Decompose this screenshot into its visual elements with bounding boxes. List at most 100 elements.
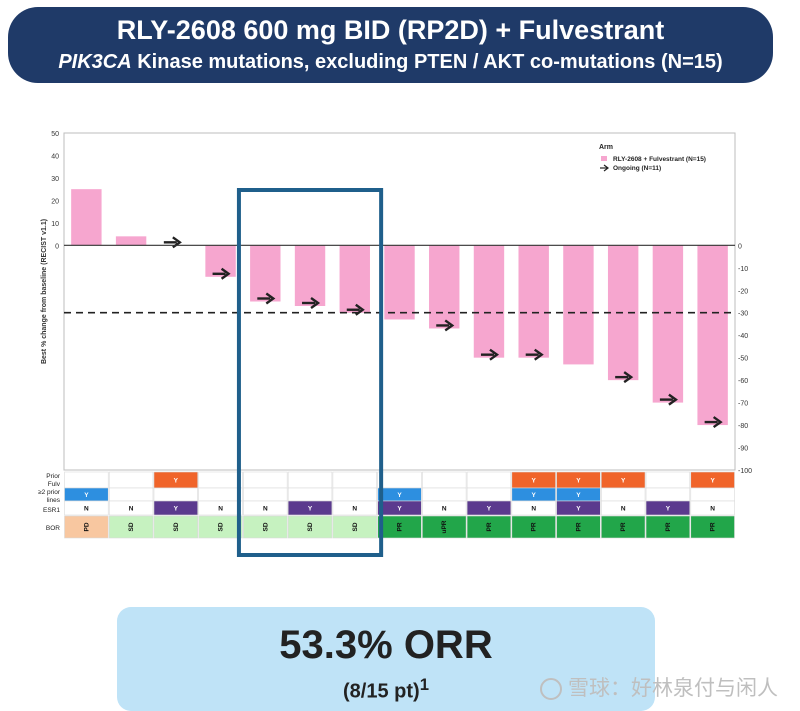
table-value: Y xyxy=(174,478,179,485)
table-value: N xyxy=(218,506,223,513)
legend-arrow-head xyxy=(603,164,609,172)
y-tick-label-left: 0 xyxy=(55,243,59,250)
legend-swatch-bar xyxy=(601,156,607,161)
bor-value: PR xyxy=(486,522,493,531)
bor-value: SD xyxy=(352,522,359,531)
bor-value: PR xyxy=(531,522,538,531)
bar xyxy=(294,245,326,306)
table-value: Y xyxy=(666,506,671,513)
table-value: Y xyxy=(397,492,402,499)
table-value: N xyxy=(621,506,626,513)
y-tick-label-right: -90 xyxy=(738,446,748,453)
table-row-label: BOR xyxy=(46,525,60,532)
orr-summary-box: 53.3% ORR (8/15 pt)1 xyxy=(117,607,655,711)
bor-value: PR xyxy=(397,522,404,531)
ongoing-arrow-head xyxy=(310,297,321,309)
y-tick-label-left: 30 xyxy=(51,176,59,183)
table-value: N xyxy=(129,506,134,513)
table-cell xyxy=(422,500,467,516)
legend-label: RLY-2608 + Fulvestrant (N=15) xyxy=(613,156,706,163)
table-cell xyxy=(198,515,243,539)
bor-value: PR xyxy=(620,522,627,531)
y-axis-label: Best % change from baseline (RECIST v1.1… xyxy=(41,219,48,364)
y-tick-label-right: -80 xyxy=(738,423,748,430)
y-tick-label-right: -40 xyxy=(738,333,748,340)
table-cell xyxy=(466,487,512,502)
table-cell xyxy=(645,487,691,502)
table-cell xyxy=(645,500,691,516)
table-value: Y xyxy=(84,492,89,499)
bor-value: SD xyxy=(262,522,269,531)
bor-value: PR xyxy=(575,522,582,531)
table-value: N xyxy=(531,506,536,513)
table-cell xyxy=(332,515,377,539)
bar xyxy=(205,245,236,277)
table-cell xyxy=(287,471,333,489)
legend-title: Arm xyxy=(599,144,613,151)
table-cell xyxy=(287,500,333,516)
table-cell xyxy=(287,487,333,502)
legend-label: Ongoing (N=11) xyxy=(613,165,661,172)
table-cell xyxy=(198,487,243,502)
ongoing-arrow-head xyxy=(489,348,500,361)
watermark: 雪球：好林泉付与闲人 xyxy=(540,672,778,702)
bor-value: PD xyxy=(83,522,90,531)
table-cell xyxy=(64,500,109,516)
table-value: Y xyxy=(576,492,581,499)
table-value: Y xyxy=(532,492,537,499)
table-cell xyxy=(422,515,467,539)
y-tick-label-right: -100 xyxy=(738,468,752,475)
table-cell xyxy=(108,515,154,539)
ongoing-arrow-head xyxy=(444,319,455,332)
table-value: Y xyxy=(621,478,626,485)
chart-title: RLY-2608 600 mg BID (RP2D) + Fulvestrant xyxy=(116,15,665,45)
y-tick-label-left: 10 xyxy=(51,221,59,228)
table-cell xyxy=(332,500,377,516)
ongoing-arrow-head xyxy=(534,348,544,361)
table-value: Y xyxy=(174,506,179,513)
bar xyxy=(473,245,505,358)
table-cell xyxy=(64,471,109,489)
y-tick-label-left: 50 xyxy=(51,131,59,138)
table-cell xyxy=(108,500,154,516)
bar xyxy=(697,245,728,426)
table-value: Y xyxy=(532,478,537,485)
subtitle-text: Kinase mutations, excluding PTEN / AKT c… xyxy=(131,51,723,73)
bor-value: PR xyxy=(710,522,717,531)
snowball-logo-icon xyxy=(540,678,562,701)
bor-value: SD xyxy=(307,522,314,531)
table-cell xyxy=(243,471,288,489)
bor-value: SD xyxy=(218,522,225,531)
orr-footnote: 1 xyxy=(419,675,429,694)
subtitle-gene: PIK3CA xyxy=(58,51,132,73)
y-tick-label-right: -50 xyxy=(738,356,748,363)
ongoing-arrow-head xyxy=(712,416,723,429)
bar xyxy=(71,189,102,246)
table-cell xyxy=(600,500,646,516)
table-cell xyxy=(511,515,556,539)
bar xyxy=(652,245,684,403)
table-cell xyxy=(690,500,735,516)
table-cell xyxy=(556,500,601,516)
table-cell xyxy=(377,500,422,516)
y-tick-label-right: -60 xyxy=(738,378,748,385)
table-cell xyxy=(377,515,422,539)
bar xyxy=(250,245,281,302)
table-cell xyxy=(466,471,512,489)
table-value: N xyxy=(442,506,447,513)
waterfall-chart: 50 40 30 20 10 0 0 -10 -20 -30 -40 -50 -60 -70 -80 -90 -… xyxy=(38,131,752,557)
table-cell xyxy=(690,487,735,502)
table-cell xyxy=(198,500,243,516)
bor-value: PR xyxy=(665,522,672,531)
table-value: N xyxy=(352,506,357,513)
table-cell xyxy=(332,487,377,502)
table-cell xyxy=(243,487,288,502)
table-cell xyxy=(377,471,422,489)
table-cell xyxy=(287,515,333,539)
table-cell xyxy=(243,500,288,516)
table-cell xyxy=(332,471,377,489)
bar xyxy=(563,245,594,365)
table-row-label: Prior xyxy=(46,473,61,480)
y-tick-label-right: -10 xyxy=(738,266,748,273)
table-value: Y xyxy=(397,506,402,513)
